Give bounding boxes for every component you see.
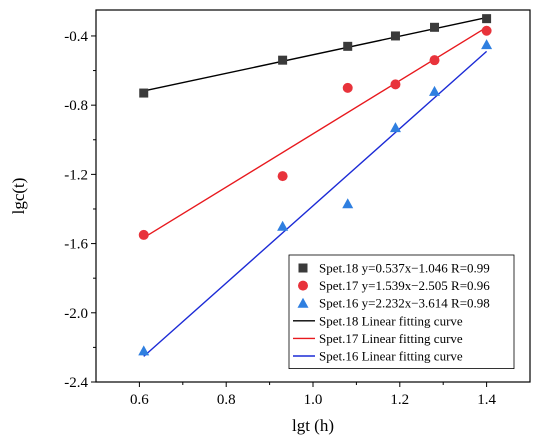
data-point [278, 55, 288, 65]
x-tick-label: 0.8 [217, 392, 236, 408]
data-point [138, 229, 149, 240]
legend: Spet.18 y=0.537x−1.046 R=0.99 Spet.17 y=1… [288, 254, 515, 369]
x-tick-label: 1.4 [477, 392, 496, 408]
y-tick-label: -0.4 [64, 29, 88, 45]
data-points [138, 14, 493, 356]
data-point [390, 79, 401, 90]
fit-line [143, 50, 488, 357]
x-axis: 0.6 0.8 1.0 1.2 1.4 [130, 382, 496, 408]
fit-line [143, 26, 487, 239]
data-point [481, 25, 492, 36]
data-point [429, 85, 441, 96]
data-point [277, 220, 289, 231]
legend-entry: Spet.16 y=2.232x−3.614 R=0.98 [319, 296, 490, 311]
data-point [342, 198, 354, 209]
data-point [342, 82, 353, 93]
legend-entry: Spet.17 Linear fitting curve [319, 331, 463, 346]
x-axis-title: lgt (h) [292, 416, 334, 435]
y-axis: -2.4 -2.0 -1.6 -1.2 -0.8 -0.4 [64, 29, 96, 391]
legend-marker [297, 297, 309, 308]
data-point [138, 345, 150, 356]
x-tick-label: 1.2 [390, 392, 409, 408]
y-tick-label: -2.4 [64, 375, 88, 391]
data-point [429, 55, 440, 66]
y-axis-title: lgc(t) [9, 178, 28, 215]
legend-entry: Spet.17 y=1.539x−2.505 R=0.96 [319, 278, 490, 293]
data-point [389, 122, 401, 133]
legend-marker [298, 263, 308, 273]
legend-box [288, 254, 515, 369]
legend-entry: Spet.18 Linear fitting curve [319, 313, 463, 328]
fit-line [143, 16, 487, 92]
data-point [343, 41, 353, 51]
y-tick-label: -2.0 [64, 306, 88, 322]
y-tick-label: -1.6 [64, 237, 88, 253]
y-tick-label: -0.8 [64, 98, 88, 114]
legend-entry: Spet.18 y=0.537x−1.046 R=0.99 [319, 261, 490, 276]
y-tick-label: -1.2 [64, 167, 88, 183]
data-point [139, 88, 149, 98]
legend-entry: Spet.16 Linear fitting curve [319, 349, 463, 364]
data-point [430, 22, 440, 32]
data-point [390, 31, 400, 41]
data-point [482, 14, 492, 24]
x-tick-label: 1.0 [304, 392, 323, 408]
data-point [481, 39, 493, 50]
data-point [277, 171, 288, 182]
fit-lines [143, 16, 488, 357]
legend-marker [298, 280, 308, 291]
x-tick-label: 0.6 [130, 392, 149, 408]
